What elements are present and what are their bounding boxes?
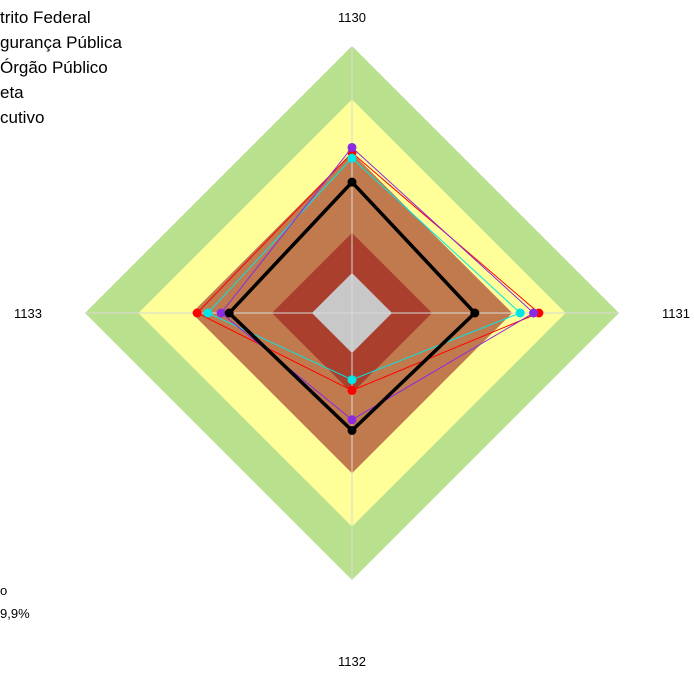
series-2-point-1 [515,308,525,318]
series-2-point-2 [347,375,357,385]
chart-axis-labels: 1130 1131 1132 1133 [14,10,690,669]
series-0-point-0 [347,177,357,187]
series-3-point-0 [347,142,357,152]
footnote-line-2: 9,9% [0,606,30,621]
footnote-line-1: o [0,583,8,598]
series-1-point-2 [347,385,357,395]
series-3-point-1 [529,308,539,318]
series-2-point-0 [347,153,357,163]
legend-item-1: trito Federal [0,8,91,27]
series-0-point-1 [470,308,480,318]
legend-item-4: eta [0,83,24,102]
legend-item-3: Órgão Público [0,58,108,77]
series-3-point-2 [347,415,357,425]
legend-item-5: cutivo [0,108,45,127]
axis-label-1132: 1132 [338,654,366,669]
series-1-point-3 [192,308,202,318]
chart-series [192,142,544,435]
axis-label-1133: 1133 [14,306,42,321]
legend-item-2: gurança Pública [0,33,122,52]
axis-label-1131: 1131 [662,306,690,321]
series-0-point-2 [347,425,357,435]
axis-label-1130: 1130 [338,10,366,25]
series-2-point-3 [203,308,213,318]
series-0-point-3 [224,308,234,318]
series-3-point-3 [216,308,226,318]
